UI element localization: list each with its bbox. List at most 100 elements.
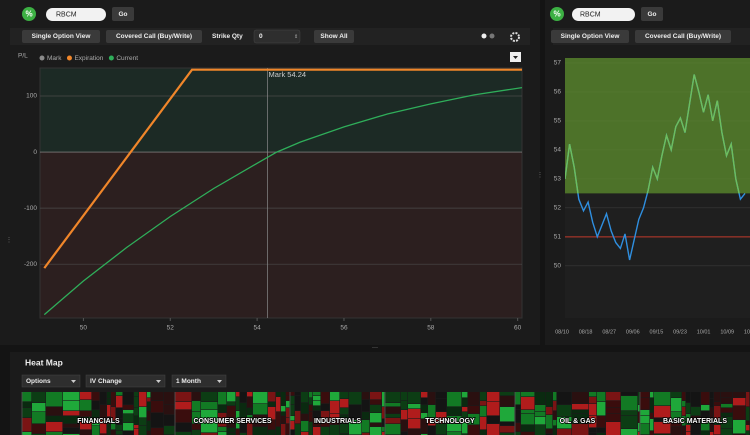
heat-tile <box>362 420 370 433</box>
heat-tile <box>309 392 313 398</box>
heat-tile <box>710 392 714 399</box>
x-tick-label: 50 <box>80 325 88 332</box>
selector[interactable] <box>85 374 166 388</box>
heat-tile <box>349 420 362 435</box>
selector[interactable] <box>171 374 227 388</box>
strike-qty-input[interactable] <box>253 29 301 44</box>
x-tick-label: 10/17 <box>744 329 750 335</box>
button-label: Single Option View <box>561 33 621 40</box>
heat-tile <box>638 412 640 423</box>
symbol-input[interactable] <box>46 8 106 21</box>
heat-tile <box>151 401 164 413</box>
single-option-button[interactable] <box>551 30 629 43</box>
heat-tile <box>164 426 175 435</box>
y-tick-label: 57 <box>554 60 562 67</box>
heat-tile <box>468 414 480 425</box>
settings-gear[interactable] <box>510 32 520 42</box>
heat-tile <box>268 402 276 407</box>
y-tick-label: 55 <box>554 118 562 125</box>
heat-tile <box>640 392 650 398</box>
spinner[interactable]: ⇕ <box>294 34 298 40</box>
symbol-text: RBCM <box>580 11 601 18</box>
heat-tile <box>276 427 281 435</box>
heat-tile <box>428 418 436 426</box>
heat-tile <box>686 432 691 435</box>
splitter[interactable]: ⋮ <box>537 173 543 179</box>
heat-tile <box>480 430 487 435</box>
heat-tile <box>557 429 572 435</box>
heat-tile <box>401 401 408 410</box>
heat-tile <box>147 431 151 435</box>
covered-call-button[interactable] <box>635 30 731 43</box>
heat-tile <box>22 408 32 418</box>
heat-tile <box>487 416 500 424</box>
heat-tile <box>247 422 253 435</box>
x-tick-label: 09/06 <box>626 329 640 335</box>
splitter[interactable]: ⋮ <box>6 238 12 244</box>
heat-tile <box>462 392 468 398</box>
heat-tile <box>521 414 535 425</box>
strike-qty-label: Strike Qty <box>212 33 243 40</box>
heat-tile <box>240 433 247 435</box>
heat-tile <box>147 421 151 431</box>
heat-tile <box>714 425 721 435</box>
heat-tile <box>621 429 638 435</box>
go-button[interactable] <box>112 7 134 21</box>
show-all-button[interactable] <box>314 30 354 43</box>
heat-tile <box>546 415 553 429</box>
go-button[interactable] <box>641 7 663 21</box>
heat-tile <box>80 422 92 430</box>
heat-tile <box>164 392 175 405</box>
single-option-button[interactable] <box>22 30 100 43</box>
heat-tile <box>733 406 746 420</box>
heat-tile <box>349 405 362 420</box>
selector-arrow <box>71 380 76 383</box>
heat-tile <box>22 402 32 408</box>
heat-tile <box>313 411 321 418</box>
heat-tile <box>650 431 654 435</box>
heat-tile <box>290 421 295 430</box>
heat-tile <box>606 422 621 435</box>
heat-tile <box>401 420 408 432</box>
heat-tile <box>535 412 546 417</box>
heat-tile <box>253 392 268 404</box>
heat-tile <box>276 412 281 427</box>
heat-tile <box>321 411 330 418</box>
button-label: Covered Call (Buy/Write) <box>645 33 721 40</box>
price-line-in-band <box>565 74 745 194</box>
heat-tile <box>309 412 313 422</box>
x-tick-label: 10/01 <box>697 329 711 335</box>
heat-tile <box>227 406 236 418</box>
y-tick-label: 56 <box>554 89 562 96</box>
heat-tile <box>385 392 401 403</box>
heat-tile <box>175 392 192 402</box>
heat-tile <box>330 425 340 435</box>
heat-tile <box>733 398 746 406</box>
heat-tile <box>321 427 330 435</box>
covered-call-button[interactable] <box>106 30 202 43</box>
splitter[interactable]: ⋯ <box>372 346 378 352</box>
heat-tile <box>370 427 382 435</box>
heat-tile <box>589 433 597 435</box>
heat-tile <box>349 392 362 405</box>
heat-tile <box>515 392 521 405</box>
symbol-input[interactable] <box>572 8 635 21</box>
heat-tile <box>46 392 63 407</box>
selector[interactable] <box>21 374 81 388</box>
heat-tile <box>340 408 349 415</box>
heat-tile <box>447 392 462 407</box>
heat-tile <box>385 403 401 407</box>
heat-tile <box>480 392 487 401</box>
heat-tile <box>301 414 309 421</box>
heat-tile <box>116 425 123 431</box>
heat-tile <box>682 426 686 435</box>
heat-tile <box>557 405 572 417</box>
heat-tile <box>746 407 750 421</box>
page-dot[interactable] <box>489 33 495 39</box>
heat-tile <box>746 431 750 435</box>
heat-tile <box>330 392 340 401</box>
heat-tile <box>281 424 286 435</box>
heat-tile <box>295 392 301 396</box>
heat-tile <box>92 392 100 401</box>
page-dot[interactable] <box>481 33 487 39</box>
